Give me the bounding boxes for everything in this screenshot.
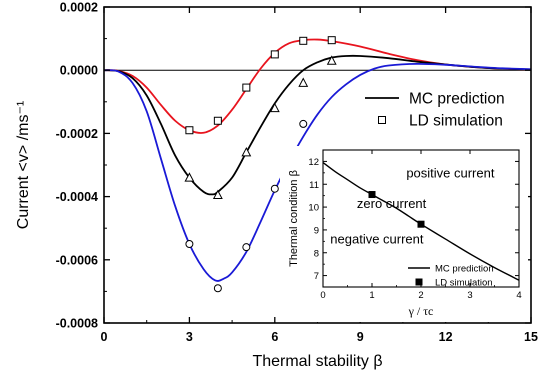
legend-marker-swatch [378, 116, 386, 124]
legend-label: LD simulation [409, 113, 503, 130]
y-tick-label: -0.0006 [56, 253, 98, 267]
series-2-point-6 [326, 55, 337, 65]
region-label: negative current [330, 232, 424, 247]
series-1-point-4 [270, 50, 279, 59]
inset-curves [322, 161, 520, 281]
series-3-point-2 [213, 284, 222, 293]
y-axis-title: Current <v> /ms⁻¹ [15, 101, 32, 229]
main-plot: 0 3 6 9 12 15-0.0008-0.0006-0.0004-0.00020.00… [15, 1, 538, 371]
inset-legend-label: LD simulation [435, 278, 493, 289]
y-tick-label: -0.0008 [56, 317, 98, 331]
main-legend: MC prediction LD simulation [365, 91, 505, 130]
x-tick-label: 3 [186, 330, 193, 344]
inset-point-1 [368, 191, 376, 199]
inset-region-labels: positive current zero current negative cur… [330, 165, 495, 246]
main-ticks: 0 3 6 9 12 15-0.0008-0.0006-0.0004-0.00020.00… [56, 1, 538, 345]
inset-point-2 [417, 220, 425, 228]
y-tick-label: 0.0000 [60, 64, 98, 78]
series-1-point-5 [299, 36, 308, 45]
series-3-point-5 [299, 119, 308, 128]
x-axis-title: Thermal stability β [252, 353, 382, 370]
inset-legend: MC prediction LD simulation [408, 264, 494, 289]
inset-y-tick-label: 8 [314, 248, 319, 259]
series-3-point-1 [185, 240, 194, 248]
inset-y-tick-label: 11 [309, 180, 319, 191]
main-markers [184, 36, 337, 293]
series-3-point-4 [270, 184, 279, 193]
inset-legend-marker-swatch [415, 278, 423, 286]
inset-markers [368, 191, 425, 228]
series-1-point-6 [327, 36, 336, 45]
x-tick-label: 0 [101, 330, 108, 344]
series-2-point-2 [212, 189, 223, 200]
inset-legend-label: MC prediction [435, 264, 494, 275]
inset-y-tick-label: 10 [308, 203, 319, 214]
series-1-point-1 [185, 126, 194, 135]
x-tick-label: 12 [439, 330, 453, 344]
inset-y-tick-label: 12 [308, 157, 319, 168]
inset-y-tick-label: 9 [314, 225, 319, 236]
inset-boundary-curve [322, 161, 520, 281]
y-tick-label: -0.0004 [56, 190, 98, 204]
inset-y-tick-label: 7 [314, 271, 319, 282]
inset-x-tick-label: 4 [516, 290, 521, 301]
x-tick-label: 6 [271, 330, 278, 344]
region-label: positive current [406, 165, 495, 180]
series-2-point-1 [184, 172, 195, 182]
inset-y-axis-title: Thermal condition β [288, 170, 300, 267]
inset-x-tick-label: 3 [467, 290, 472, 301]
inset-x-tick-label: 0 [320, 290, 325, 301]
series-2-point-4 [269, 102, 280, 113]
series-1-point-3 [242, 83, 251, 92]
series-2-point-5 [298, 77, 309, 87]
y-tick-label: 0.0002 [60, 1, 98, 15]
inset-x-tick-label: 2 [418, 290, 423, 301]
series-1-point-2 [213, 116, 222, 125]
series-3-point-3 [242, 243, 251, 252]
inset-x-tick-label: 1 [369, 290, 374, 301]
region-label: zero current [357, 196, 427, 211]
inset-background [280, 146, 528, 322]
inset-x-axis-title: γ / τc [408, 304, 434, 318]
y-tick-label: -0.0002 [56, 127, 98, 141]
series-2-point-3 [241, 146, 252, 157]
series-2-curve [103, 54, 532, 196]
series-1-curve [103, 38, 532, 134]
x-tick-label: 15 [524, 330, 538, 344]
legend-label: MC prediction [409, 91, 505, 108]
x-tick-label: 9 [357, 330, 364, 344]
